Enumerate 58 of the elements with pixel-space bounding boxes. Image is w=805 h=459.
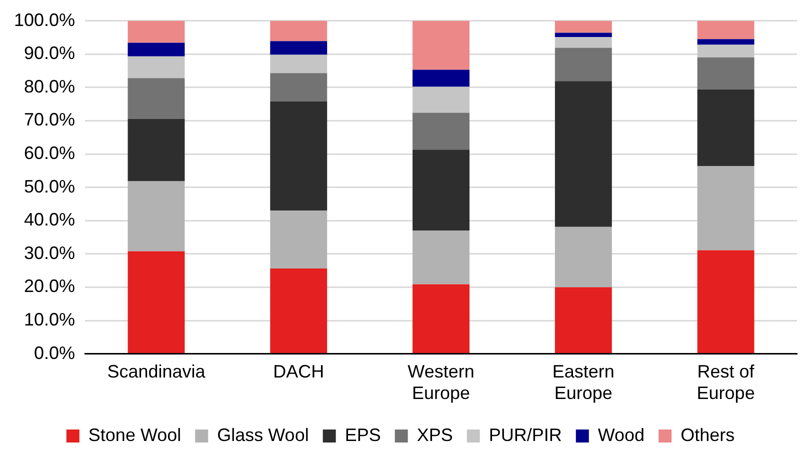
bar (412, 86, 470, 113)
bar (697, 166, 754, 250)
bar (554, 81, 612, 227)
y-tick-label: 90.0% (24, 43, 76, 64)
bar (697, 44, 754, 58)
bar (697, 57, 754, 90)
bar (412, 20, 470, 70)
bar (554, 37, 612, 48)
bar (554, 32, 612, 38)
bar (412, 70, 470, 87)
y-tick-label: 80.0% (24, 76, 76, 96)
bar (128, 20, 185, 43)
bar (697, 20, 754, 40)
x-tick-label: Western Europe (408, 362, 474, 404)
bar (412, 150, 470, 231)
y-tick-label: 10.0% (24, 309, 76, 330)
legend-label: Others (680, 424, 735, 445)
legend-label: PUR/PIR (488, 424, 562, 445)
bar (697, 39, 754, 45)
bar (128, 181, 185, 252)
bar (128, 119, 185, 182)
bar (554, 20, 612, 33)
legend-label: Stone Wool (88, 424, 182, 445)
y-tick-label: 0.0% (34, 342, 76, 363)
bar (554, 226, 612, 288)
bar (270, 54, 328, 74)
bar (128, 78, 185, 120)
bar (412, 230, 470, 284)
x-tick-label: DACH (273, 362, 324, 382)
legend-label: Wood (598, 424, 645, 445)
y-tick-label: 40.0% (24, 210, 76, 230)
bar (412, 284, 470, 354)
x-tick-label: Eastern Europe (552, 362, 614, 404)
bar (697, 250, 754, 354)
y-tick-label: 30.0% (24, 242, 76, 263)
bar (554, 287, 612, 354)
legend-label: EPS (344, 424, 381, 445)
y-tick-label: 70.0% (24, 110, 76, 130)
y-tick-label: 50.0% (24, 176, 76, 196)
x-tick-label: Rest of Europe (696, 362, 756, 404)
bar (270, 101, 328, 211)
bar (270, 268, 328, 354)
bar (270, 73, 328, 102)
bar (270, 20, 328, 42)
legend-label: XPS (416, 424, 453, 445)
bar (697, 89, 754, 166)
x-tick-label: Scandinavia (107, 362, 206, 382)
bar (270, 210, 328, 269)
bar (128, 42, 185, 56)
legend-label: Glass Wool (217, 424, 309, 445)
y-tick-label: 100.0% (14, 10, 76, 30)
bar (128, 56, 185, 78)
bar (554, 48, 612, 82)
bar (412, 112, 470, 150)
bar (128, 251, 185, 354)
bar (270, 41, 328, 55)
y-tick-label: 20.0% (24, 276, 76, 296)
y-tick-label: 60.0% (24, 142, 76, 163)
